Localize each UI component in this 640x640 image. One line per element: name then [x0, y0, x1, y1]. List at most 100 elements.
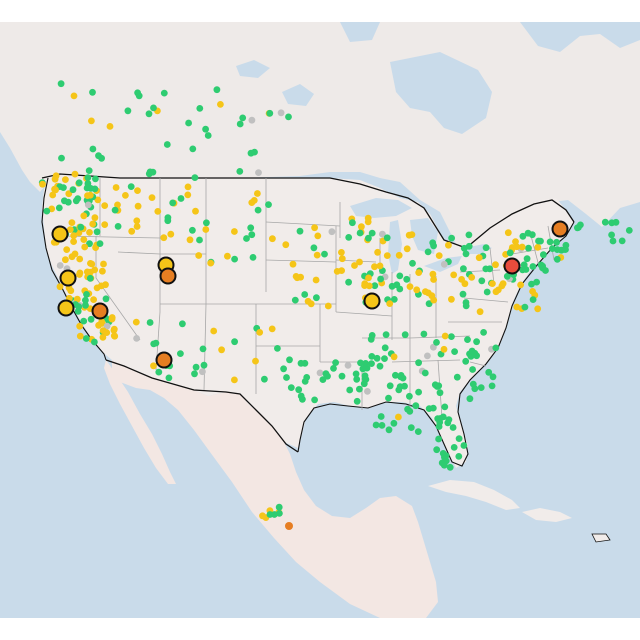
station-marker[interactable] — [461, 280, 469, 288]
station-marker[interactable] — [460, 442, 468, 449]
station-marker[interactable] — [468, 347, 476, 355]
station-marker[interactable] — [574, 224, 581, 232]
station-marker[interactable] — [529, 296, 537, 303]
station-marker[interactable] — [388, 282, 396, 290]
station-marker[interactable] — [449, 424, 457, 431]
station-marker[interactable] — [415, 359, 422, 367]
station-marker[interactable] — [122, 192, 129, 199]
station-marker[interactable] — [523, 255, 531, 263]
station-marker[interactable] — [167, 230, 175, 238]
highlight-station-marker[interactable] — [159, 267, 177, 285]
station-marker[interactable] — [88, 117, 95, 125]
station-marker[interactable] — [191, 370, 198, 378]
station-marker[interactable] — [210, 327, 218, 335]
station-marker[interactable] — [108, 315, 116, 323]
station-marker[interactable] — [356, 258, 363, 266]
station-marker[interactable] — [406, 407, 414, 415]
highlight-station-marker[interactable] — [91, 302, 109, 320]
station-marker[interactable] — [57, 80, 65, 88]
station-marker[interactable] — [338, 249, 345, 256]
station-marker[interactable] — [224, 252, 231, 260]
station-marker[interactable] — [149, 168, 157, 176]
station-marker[interactable] — [74, 195, 82, 203]
station-marker[interactable] — [601, 218, 609, 226]
station-marker[interactable] — [466, 395, 474, 403]
station-marker[interactable] — [439, 450, 447, 457]
station-marker[interactable] — [401, 382, 408, 390]
station-marker[interactable] — [184, 191, 192, 199]
station-marker[interactable] — [379, 230, 386, 238]
station-marker[interactable] — [346, 386, 354, 394]
station-marker[interactable] — [269, 235, 276, 243]
station-marker[interactable] — [368, 353, 376, 360]
station-marker[interactable] — [361, 282, 368, 289]
station-marker[interactable] — [274, 345, 281, 352]
station-marker[interactable] — [553, 255, 561, 263]
station-marker[interactable] — [395, 413, 402, 421]
station-marker[interactable] — [82, 335, 90, 342]
station-marker[interactable] — [368, 229, 376, 237]
station-marker[interactable] — [160, 89, 168, 97]
station-marker[interactable] — [83, 291, 90, 298]
station-marker[interactable] — [453, 373, 461, 381]
station-marker[interactable] — [415, 388, 422, 396]
station-marker[interactable] — [196, 105, 204, 112]
station-marker[interactable] — [73, 295, 81, 303]
station-marker[interactable] — [429, 404, 437, 412]
station-marker[interactable] — [203, 219, 210, 227]
station-marker[interactable] — [202, 125, 210, 133]
station-marker[interactable] — [313, 251, 321, 259]
station-marker[interactable] — [218, 346, 226, 354]
station-marker[interactable] — [401, 331, 409, 339]
station-marker[interactable] — [562, 246, 569, 253]
station-marker[interactable] — [459, 290, 467, 298]
station-marker[interactable] — [328, 228, 336, 236]
station-marker[interactable] — [127, 183, 135, 191]
station-marker[interactable] — [448, 234, 455, 242]
station-marker[interactable] — [146, 319, 154, 326]
station-marker[interactable] — [332, 359, 339, 366]
station-marker[interactable] — [185, 119, 193, 127]
station-marker[interactable] — [625, 227, 633, 234]
station-marker[interactable] — [63, 246, 71, 254]
station-marker[interactable] — [207, 259, 215, 267]
station-marker[interactable] — [513, 303, 521, 311]
station-marker[interactable] — [506, 249, 514, 257]
station-marker[interactable] — [528, 231, 536, 239]
station-marker[interactable] — [362, 360, 369, 367]
station-marker[interactable] — [297, 359, 305, 367]
station-marker[interactable] — [134, 187, 141, 195]
station-marker[interactable] — [286, 356, 293, 364]
station-marker[interactable] — [256, 329, 264, 336]
station-marker[interactable] — [217, 101, 224, 108]
station-marker[interactable] — [312, 276, 320, 284]
station-marker[interactable] — [75, 179, 83, 187]
station-marker[interactable] — [96, 240, 104, 248]
station-marker[interactable] — [407, 424, 415, 431]
station-marker[interactable] — [83, 184, 91, 192]
station-marker[interactable] — [196, 236, 203, 244]
station-marker[interactable] — [533, 278, 540, 286]
station-marker[interactable] — [189, 145, 197, 153]
station-marker[interactable] — [451, 348, 458, 355]
station-marker[interactable] — [102, 295, 110, 303]
station-marker[interactable] — [504, 229, 512, 237]
station-marker[interactable] — [248, 199, 256, 207]
station-marker[interactable] — [528, 280, 535, 288]
station-marker[interactable] — [371, 282, 379, 290]
station-marker[interactable] — [473, 338, 480, 346]
station-marker[interactable] — [69, 186, 77, 194]
station-marker[interactable] — [321, 250, 328, 258]
station-marker[interactable] — [344, 362, 352, 369]
station-marker[interactable] — [429, 270, 437, 278]
station-marker[interactable] — [213, 86, 221, 94]
station-marker[interactable] — [395, 251, 403, 259]
station-marker[interactable] — [195, 252, 203, 259]
station-marker[interactable] — [535, 237, 542, 245]
station-marker[interactable] — [148, 194, 156, 202]
station-marker[interactable] — [179, 320, 186, 328]
station-marker[interactable] — [52, 172, 60, 180]
station-marker[interactable] — [177, 350, 184, 357]
station-marker[interactable] — [440, 461, 448, 469]
